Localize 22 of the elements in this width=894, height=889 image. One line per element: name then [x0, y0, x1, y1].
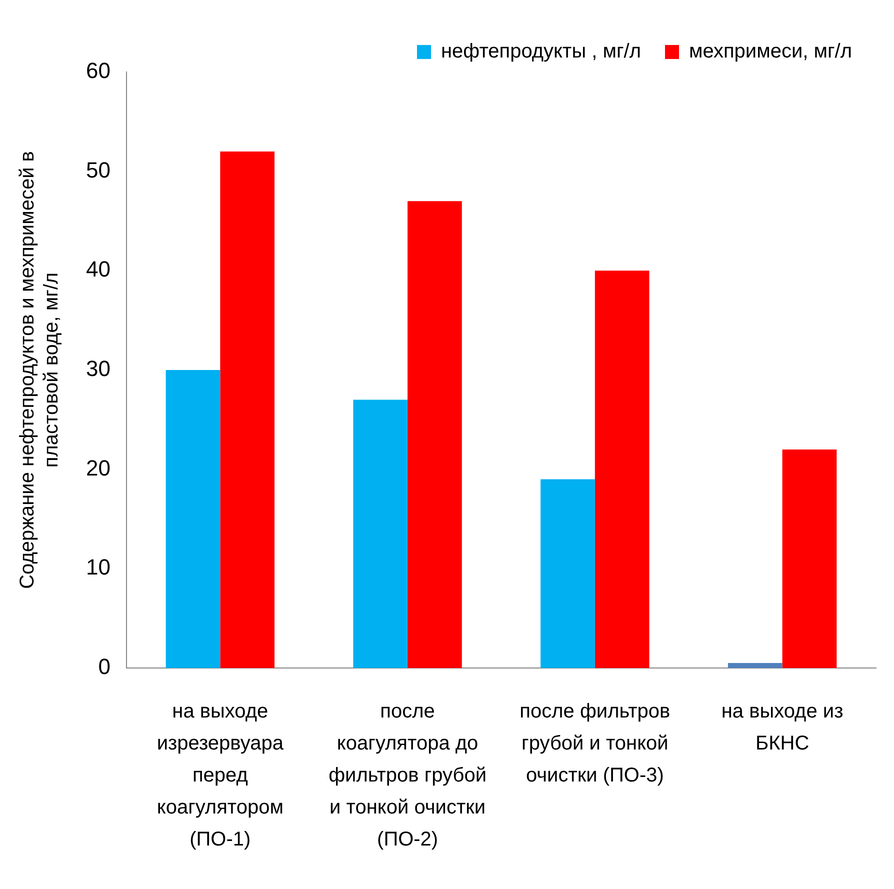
x-tick-label: после коагулятора до фильтров грубой и тонкой очистки (ПО-2) — [328, 700, 487, 851]
y-tick-label: 60 — [86, 58, 110, 84]
y-tick-label: 20 — [86, 455, 110, 480]
bar — [353, 400, 408, 668]
y-tick-label: 30 — [86, 356, 110, 382]
x-tick-label: на выходе изрезервуара перед коагулятором (ПО-1) — [156, 700, 284, 851]
bar — [166, 370, 220, 668]
legend-label: мехпримеси, мг/л — [689, 40, 852, 63]
bar — [728, 663, 782, 668]
bar — [408, 201, 462, 668]
y-tick-label: 40 — [86, 256, 110, 282]
y-tick-label: 0 — [98, 654, 110, 680]
y-axis-title: Содержание нефтепродуктов и мехпримесей в пластовой воде, мг/л — [16, 151, 63, 589]
bar — [782, 449, 837, 668]
y-tick-label: 10 — [86, 554, 110, 580]
bar — [594, 270, 650, 668]
bar — [220, 151, 275, 668]
y-tick-label: 50 — [86, 157, 110, 182]
x-tick-label: на выходе из БКНС — [721, 700, 844, 755]
x-tick-label: после фильтров грубой и тонкой очистки (ПО-3) — [520, 700, 670, 787]
bar — [540, 479, 595, 668]
legend-label: нефтепродукты , мг/л — [441, 40, 642, 63]
